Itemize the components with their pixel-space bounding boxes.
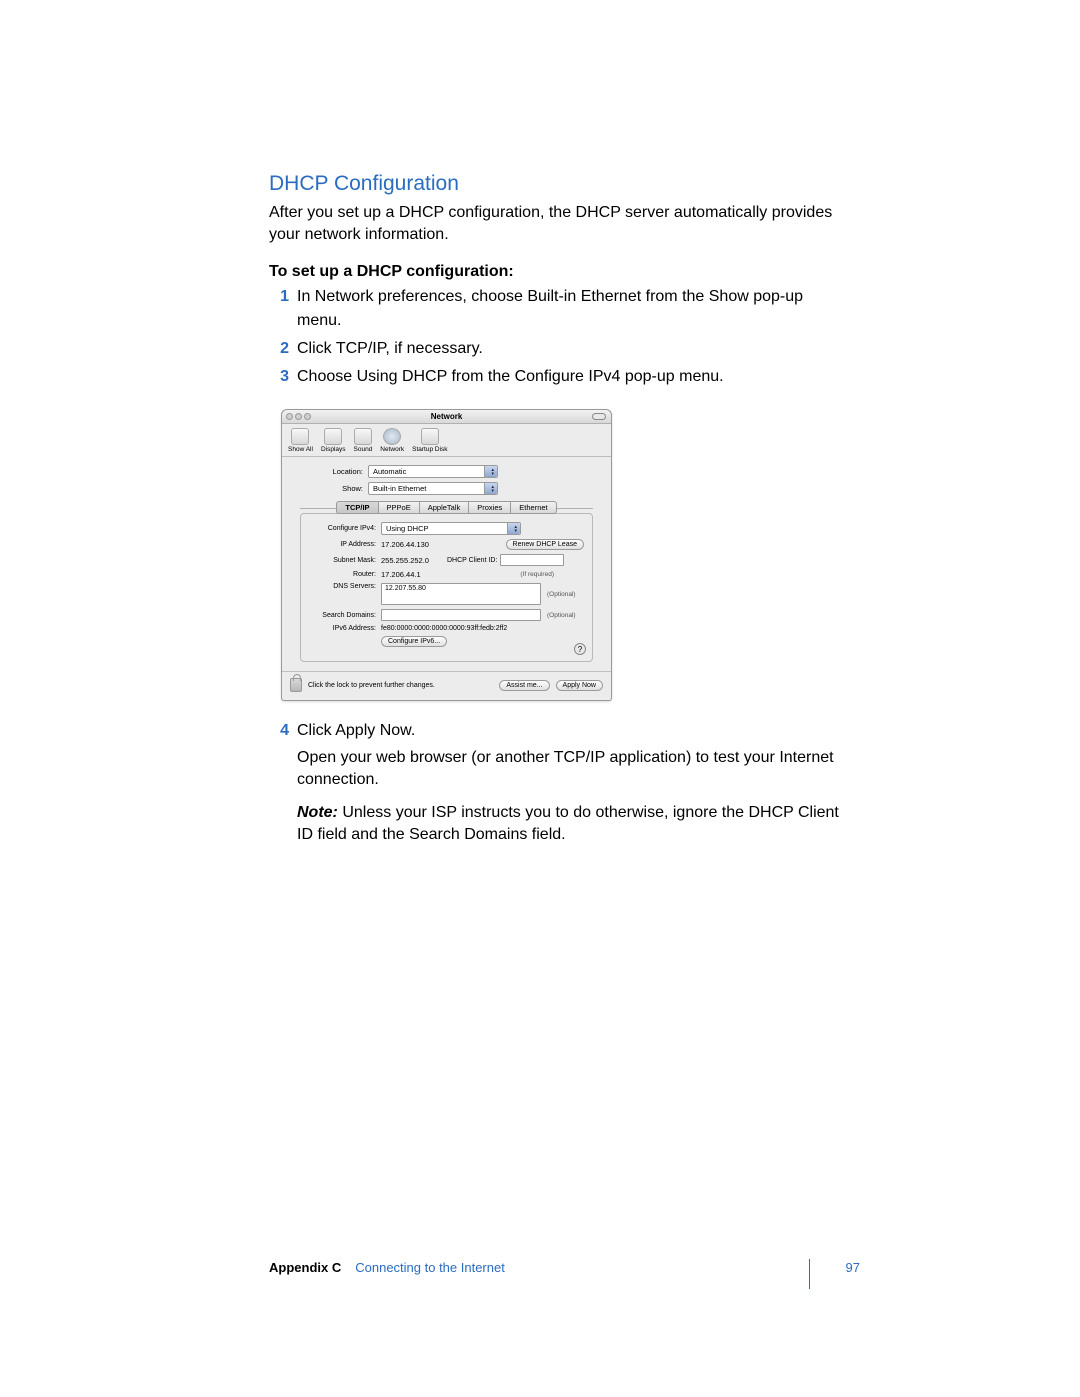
- window-title: Network: [282, 412, 611, 421]
- steps-list: 1 In Network preferences, choose Built-i…: [269, 285, 844, 389]
- dropdown-value: Automatic: [373, 467, 406, 476]
- configure-dropdown[interactable]: Using DHCP▴▾: [381, 522, 521, 535]
- ip-label: IP Address:: [309, 541, 381, 548]
- router-label: Router:: [309, 571, 381, 578]
- router-value: 17.206.44.1: [381, 570, 421, 579]
- ip-value: 17.206.44.130: [381, 540, 429, 549]
- intro-paragraph: After you set up a DHCP configuration, t…: [269, 202, 844, 245]
- help-icon[interactable]: ?: [574, 643, 586, 655]
- search-hint: (Optional): [547, 612, 576, 619]
- note-label: Note:: [297, 804, 338, 821]
- apply-now-button[interactable]: Apply Now: [556, 680, 603, 691]
- show-label: Show:: [292, 484, 368, 493]
- toolbar-label: Sound: [354, 446, 373, 453]
- note-paragraph: Note: Unless your ISP instructs you to d…: [297, 802, 844, 845]
- subnet-value: 255.255.252.0: [381, 556, 429, 565]
- dns-input[interactable]: 12.207.55.80: [381, 583, 541, 605]
- step-item: 2 Click TCP/IP, if necessary.: [269, 337, 844, 361]
- ipv6addr-value: fe80:0000:0000:0000:0000:93ff:fedb:2ff2: [381, 625, 507, 632]
- tcpip-panel: Configure IPv4: Using DHCP▴▾ IP Address:…: [300, 513, 593, 662]
- tab-bar: TCP/IP PPPoE AppleTalk Proxies Ethernet: [292, 501, 601, 514]
- tab-ethernet[interactable]: Ethernet: [511, 501, 556, 514]
- section-title: DHCP Configuration: [269, 172, 844, 196]
- window-footer: Click the lock to prevent further change…: [282, 671, 611, 700]
- footer-chapter: Connecting to the Internet: [355, 1260, 505, 1275]
- search-input[interactable]: [381, 609, 541, 621]
- toolbar-label: Show All: [288, 446, 313, 453]
- step-text: Click Apply Now.: [297, 719, 844, 743]
- step-number: 2: [269, 337, 289, 361]
- step-number: 1: [269, 285, 289, 333]
- toolbar-displays[interactable]: Displays: [321, 428, 346, 453]
- toolbar-label: Network: [380, 446, 404, 453]
- renew-lease-button[interactable]: Renew DHCP Lease: [506, 539, 584, 550]
- show-dropdown[interactable]: Built-in Ethernet▴▾: [368, 482, 498, 495]
- clientid-hint: (If required): [520, 571, 554, 578]
- step-item: 4 Click Apply Now.: [269, 719, 844, 743]
- network-prefs-window: Network Show All Displays Sound Network …: [281, 409, 612, 701]
- dropdown-value: Built-in Ethernet: [373, 484, 426, 493]
- prefs-body: Location: Automatic▴▾ Show: Built-in Eth…: [282, 457, 611, 671]
- dropdown-value: Using DHCP: [386, 524, 429, 533]
- toolbar-sound[interactable]: Sound: [354, 428, 373, 453]
- step-number: 4: [269, 719, 289, 743]
- toolbar-startupdisk[interactable]: Startup Disk: [412, 428, 447, 453]
- dns-hint: (Optional): [547, 591, 576, 598]
- step-item: 3 Choose Using DHCP from the Configure I…: [269, 365, 844, 389]
- footer-rule: [809, 1259, 810, 1289]
- toolbar-toggle-icon[interactable]: [592, 413, 606, 420]
- assist-button[interactable]: Assist me...: [499, 680, 549, 691]
- footer-pageno: 97: [846, 1260, 866, 1275]
- lock-text: Click the lock to prevent further change…: [308, 682, 493, 689]
- toolbar-label: Displays: [321, 446, 346, 453]
- footer-appendix: Appendix C: [269, 1260, 341, 1275]
- clientid-label: DHCP Client ID:: [447, 557, 497, 564]
- step-text: Click TCP/IP, if necessary.: [297, 337, 844, 361]
- dns-label: DNS Servers:: [309, 583, 381, 590]
- procedure-heading: To set up a DHCP configuration:: [269, 263, 844, 281]
- clientid-input[interactable]: [500, 554, 564, 566]
- window-titlebar: Network: [282, 410, 611, 424]
- search-label: Search Domains:: [309, 612, 381, 619]
- tab-pppoe[interactable]: PPPoE: [379, 501, 420, 514]
- configure-label: Configure IPv4:: [309, 525, 381, 532]
- note-text: Unless your ISP instructs you to do othe…: [297, 804, 839, 843]
- tab-proxies[interactable]: Proxies: [469, 501, 511, 514]
- tab-tcpip[interactable]: TCP/IP: [336, 501, 378, 514]
- tab-appletalk[interactable]: AppleTalk: [420, 501, 470, 514]
- toolbar-showall[interactable]: Show All: [288, 428, 313, 453]
- ipv6addr-label: IPv6 Address:: [309, 625, 381, 632]
- lock-icon[interactable]: [290, 678, 302, 692]
- page-footer: Appendix C Connecting to the Internet 97: [269, 1260, 866, 1275]
- subnet-label: Subnet Mask:: [309, 557, 381, 564]
- configure-ipv6-button[interactable]: Configure IPv6...: [381, 636, 447, 647]
- prefs-toolbar: Show All Displays Sound Network Startup …: [282, 424, 611, 457]
- location-label: Location:: [292, 467, 368, 476]
- step-number: 3: [269, 365, 289, 389]
- toolbar-label: Startup Disk: [412, 446, 447, 453]
- step-text: In Network preferences, choose Built-in …: [297, 285, 844, 333]
- location-dropdown[interactable]: Automatic▴▾: [368, 465, 498, 478]
- step-item: 1 In Network preferences, choose Built-i…: [269, 285, 844, 333]
- step-text: Choose Using DHCP from the Configure IPv…: [297, 365, 844, 389]
- toolbar-network[interactable]: Network: [380, 428, 404, 453]
- body-paragraph: Open your web browser (or another TCP/IP…: [297, 747, 844, 790]
